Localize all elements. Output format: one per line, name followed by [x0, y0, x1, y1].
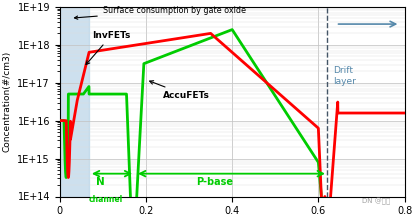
Text: Drift
layer: Drift layer: [334, 66, 356, 86]
Text: InvFETs: InvFETs: [86, 31, 130, 65]
Text: channel: channel: [89, 195, 123, 204]
Text: N: N: [96, 177, 105, 187]
Text: AccuFETs: AccuFETs: [150, 81, 210, 100]
Text: Surface consumption by gate oxide: Surface consumption by gate oxide: [74, 6, 246, 19]
Bar: [60, 7, 89, 196]
Text: P-base: P-base: [196, 177, 233, 187]
Y-axis label: Concentration(#/cm3): Concentration(#/cm3): [3, 51, 12, 152]
Text: DN @浮白: DN @浮白: [362, 198, 391, 205]
